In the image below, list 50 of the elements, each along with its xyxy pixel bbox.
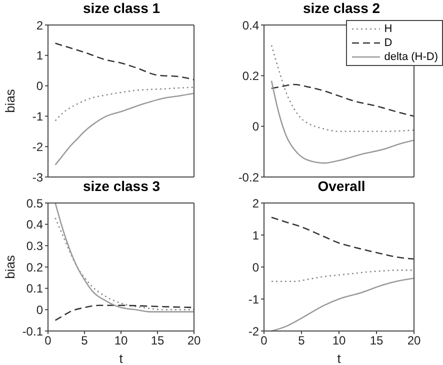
y-tick-label: 0.2	[26, 260, 44, 274]
y-tick-label: -2	[248, 324, 260, 338]
y-tick-label: -1	[248, 292, 260, 306]
line-series	[54, 92, 194, 166]
y-axis-title: bias	[2, 88, 18, 113]
line-series	[54, 42, 194, 80]
y-tick-label: -0.2	[238, 170, 260, 184]
x-tick-label: 20	[187, 334, 201, 348]
x-tick-label: 5	[81, 334, 88, 348]
y-tick-label: 0.5	[26, 196, 44, 210]
chart-title: size class 1	[82, 0, 162, 18]
line-series	[54, 86, 194, 122]
chart-title: size class 2	[302, 0, 382, 18]
x-tick-label: 5	[298, 334, 306, 348]
y-tick-label: 0	[252, 260, 260, 274]
line-series	[270, 84, 414, 117]
y-tick-label: 2	[36, 18, 44, 32]
chart-title: Overall	[318, 178, 366, 194]
x-axis-title: t	[337, 351, 342, 365]
y-axis-title: bias	[2, 254, 18, 279]
legend-label: delta (H-D)	[384, 50, 438, 64]
chart-title: size class 3	[82, 178, 160, 194]
line-series	[270, 216, 414, 260]
y-tick-label: 0.4	[26, 218, 44, 232]
y-tick-label: 0.1	[26, 282, 44, 296]
x-axis-title: t	[119, 351, 124, 365]
y-tick-label: -1	[32, 109, 44, 124]
y-tick-label: -0.1	[22, 324, 44, 338]
y-tick-label: 1	[36, 48, 44, 63]
x-tick-label: 15	[150, 334, 164, 348]
y-tick-label: -2	[32, 140, 44, 154]
line-series	[54, 304, 194, 321]
y-tick-label: 0.2	[242, 68, 260, 83]
x-tick-label: 10	[332, 334, 346, 348]
y-tick-label: 1	[252, 228, 260, 242]
y-tick-label: -3	[32, 170, 44, 184]
line-series	[270, 270, 414, 282]
y-tick-label: 0	[36, 302, 44, 317]
x-tick-label: 20	[407, 334, 421, 348]
x-tick-label: 15	[370, 334, 384, 348]
y-tick-label: 0.4	[242, 18, 260, 32]
line-series	[270, 278, 414, 331]
y-tick-label: 0	[252, 120, 260, 134]
y-tick-label: 2	[252, 196, 260, 210]
x-tick-label: 10	[114, 334, 128, 348]
line-series	[270, 80, 414, 164]
legend-label: D	[384, 36, 392, 50]
legend-label: H	[384, 22, 392, 36]
y-tick-label: 0.3	[26, 238, 44, 253]
y-tick-label: 0	[36, 79, 44, 94]
